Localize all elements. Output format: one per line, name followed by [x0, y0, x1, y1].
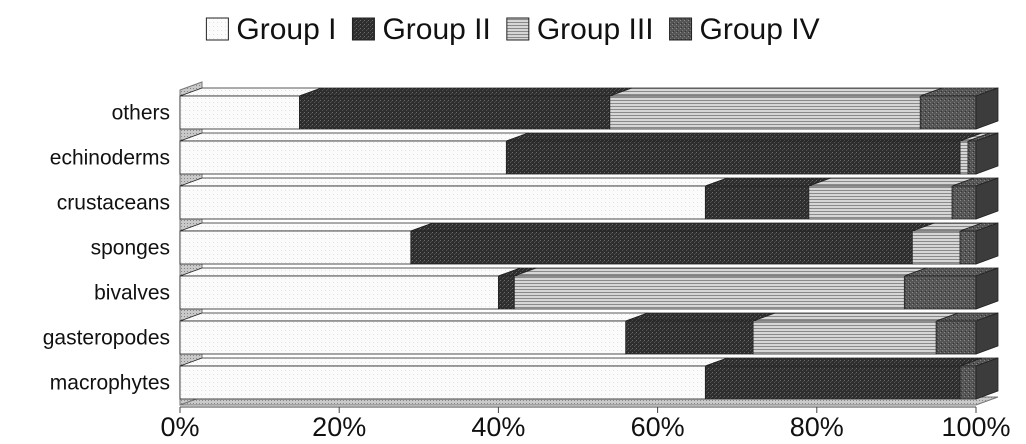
bar-bivalves-group-iv [903, 267, 999, 310]
bar-echinoderms-group-i [179, 132, 529, 175]
x-axis-ticks: 0% 20% 40% 60% 80% 100% [160, 406, 1011, 442]
legend-label: Group I [236, 13, 336, 46]
legend-swatch [669, 17, 693, 41]
bar-end-cap-sponges [975, 222, 999, 265]
legend-item-group-iii: Group III [506, 13, 654, 46]
legend-item-group-ii: Group II [351, 13, 491, 46]
bar-sponges-group-ii [410, 222, 935, 265]
x-tick-label-100: 100% [941, 412, 1010, 442]
bar-sponges-group-i [179, 222, 433, 265]
legend-item-group-i: Group I [205, 13, 336, 46]
bar-gasteropodes-group-iii [752, 312, 959, 355]
bar-echinoderms-group-ii [505, 132, 983, 175]
bar-gasteropodes-group-ii [625, 312, 776, 355]
bar-end-cap-echinoderms [975, 132, 999, 175]
bar-row-bivalves [179, 267, 999, 310]
x-tick-label-20: 20% [312, 412, 366, 442]
category-labels: others echinoderms crustaceans sponges bival… [43, 102, 170, 395]
bar-row-macrophytes [179, 357, 999, 400]
x-tick-label-0: 0% [160, 412, 199, 442]
bar-end-cap-others [975, 87, 999, 130]
category-label-others: others [112, 102, 170, 125]
x-tick-label-60: 60% [631, 412, 685, 442]
bar-macrophytes-group-iv [959, 357, 999, 400]
bar-end-cap-macrophytes [975, 357, 999, 400]
category-label-sponges: sponges [91, 237, 170, 260]
category-label-bivalves: bivalves [94, 282, 170, 305]
category-label-macrophytes: macrophytes [50, 372, 170, 395]
legend: Group I Group II Group III Group IV [205, 13, 820, 46]
bar-others-group-ii [298, 87, 632, 130]
bar-row-gasteropodes [179, 312, 999, 355]
category-label-echinoderms: echinoderms [50, 147, 170, 170]
bar-others-group-iv [919, 87, 999, 130]
x-tick-label-80: 80% [790, 412, 844, 442]
bar-macrophytes-group-ii [704, 357, 983, 400]
legend-label: Group III [537, 13, 654, 46]
bar-end-cap-gasteropodes [975, 312, 999, 355]
bar-row-sponges [179, 222, 999, 265]
bar-crustaceans-group-iii [808, 177, 975, 220]
bar-macrophytes-group-i [179, 357, 728, 400]
bar-crustaceans-group-iv [951, 177, 999, 220]
bar-crustaceans-group-ii [704, 177, 831, 220]
legend-swatch [506, 17, 530, 41]
bar-end-cap-crustaceans [975, 177, 999, 220]
bar-bivalves-group-i [179, 267, 521, 310]
x-tick-label-40: 40% [471, 412, 525, 442]
legend-swatch [205, 17, 229, 41]
bar-others-group-i [179, 87, 322, 130]
bar-gasteropodes-group-iv [935, 312, 999, 355]
bar-bivalves-group-iii [513, 267, 927, 310]
legend-label: Group II [382, 13, 490, 46]
legend-label: Group IV [700, 13, 820, 46]
category-label-gasteropodes: gasteropodes [43, 327, 170, 350]
bar-row-echinoderms [179, 132, 999, 175]
legend-swatch [351, 17, 375, 41]
bar-end-cap-bivalves [975, 267, 999, 310]
category-label-crustaceans: crustaceans [57, 192, 170, 215]
bar-others-group-iii [609, 87, 943, 130]
bar-crustaceans-group-i [179, 177, 728, 220]
bar-row-others [179, 87, 999, 130]
bar-gasteropodes-group-i [179, 312, 648, 355]
bar-sponges-group-iv [959, 222, 999, 265]
bar-row-crustaceans [179, 177, 999, 220]
legend-item-group-iv: Group IV [669, 13, 820, 46]
plot-area [179, 81, 999, 406]
